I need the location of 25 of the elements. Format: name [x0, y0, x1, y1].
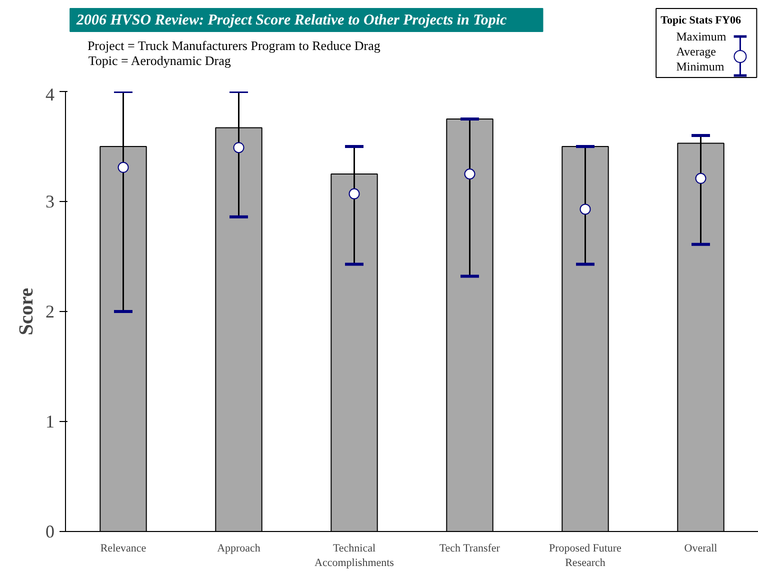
point: [233, 142, 244, 154]
point: [118, 162, 129, 173]
x-tick-label: Technical Accomplishments: [314, 542, 394, 569]
y-tick-label: 3: [46, 192, 54, 212]
x-tick-label: Tech Transfer: [439, 542, 500, 554]
point: [464, 168, 476, 180]
chart-title: 2006 HVSO Review: Project Score Relative to Other Projects in Topic: [75, 12, 508, 28]
y-axis-title: Score: [16, 288, 38, 336]
text: Maximum: [676, 30, 727, 44]
point: [580, 204, 591, 215]
x-tick-label: Overall: [684, 542, 718, 554]
point: [348, 188, 360, 200]
legend-title: Topic Stats FY06: [660, 14, 742, 26]
x-tick-label: Approach: [217, 542, 261, 554]
point: [695, 172, 706, 184]
y-tick-label: 1: [46, 412, 54, 432]
y-tick-label: 0: [46, 522, 54, 542]
x-tick-label: Proposed Future Research: [549, 542, 622, 569]
legend-label: Average: [676, 44, 716, 58]
text: Project = Truck Manufacturers Program to Reduce Drag: [87, 38, 381, 53]
x-tick-label: Relevance: [100, 542, 146, 554]
text: Minimum: [676, 60, 725, 74]
text: Topic = Aerodynamic Drag: [88, 53, 232, 68]
y-tick-label: 4: [46, 84, 54, 104]
y-tick-label: 2: [46, 302, 54, 322]
